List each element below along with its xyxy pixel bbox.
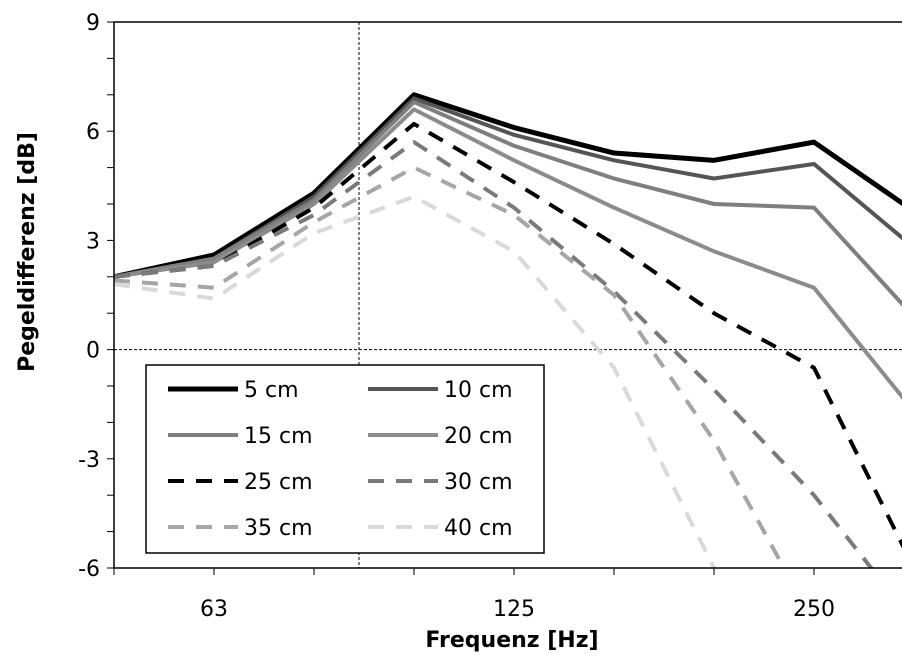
series-line-20-cm [114, 107, 902, 400]
legend-label: 5 cm [244, 378, 299, 403]
legend-box [145, 364, 545, 554]
x-tick-label: 250 [793, 597, 835, 622]
series-line-30-cm [114, 140, 874, 568]
series-line-5-cm [114, 92, 902, 280]
series-line-15-cm [114, 100, 902, 307]
series-line-40-cm [114, 194, 717, 568]
legend-label: 40 cm [444, 516, 513, 541]
x-tick-label: 63 [200, 597, 228, 622]
series-line-35-cm [114, 165, 787, 568]
y-tick-label: 9 [86, 11, 100, 36]
y-tick-label: -6 [78, 557, 100, 582]
y-tick-label: 3 [86, 229, 100, 254]
legend: 5 cm 10 cm 15 cm 20 cm 25 cm 30 cm 35 cm 40 cm [145, 364, 545, 554]
legend-label: 30 cm [444, 470, 513, 495]
y-tick-label: 6 [86, 120, 100, 145]
legend-label: 10 cm [444, 378, 513, 403]
x-tick-label: 125 [493, 597, 535, 622]
legend-label: 35 cm [244, 516, 313, 541]
legend-label: 25 cm [244, 470, 313, 495]
legend-label: 15 cm [244, 424, 313, 449]
legend-label: 20 cm [444, 424, 513, 449]
x-axis-title: Frequenz [Hz] [425, 628, 598, 653]
series-line-25-cm [114, 121, 902, 549]
y-axis-title: Pegeldifferenz [dB] [15, 132, 40, 372]
y-tick-label: 0 [86, 339, 100, 364]
y-tick-label: -3 [78, 448, 100, 473]
